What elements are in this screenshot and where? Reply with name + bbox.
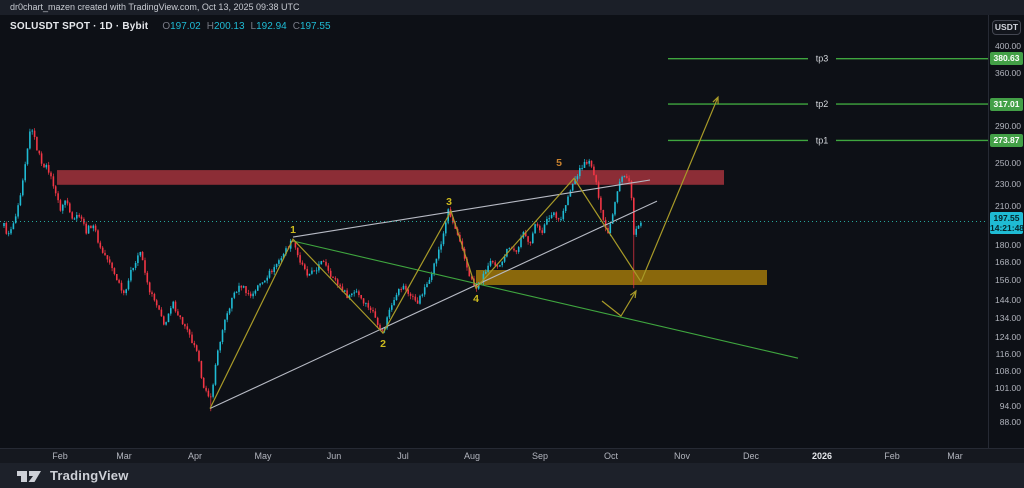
price-tick-label: 94.00	[999, 400, 1021, 411]
elliott-wave-zigzag[interactable]	[209, 177, 642, 409]
ohlc-values: O197.02 H200.13 L192.94 C197.55	[156, 21, 330, 32]
price-tick-label: 116.00	[995, 348, 1021, 359]
target-price-axis-label: 273.87	[990, 133, 1023, 147]
price-axis[interactable]: USDT 400.00 360.00 290.00 250.00 230.00 210.0…	[988, 15, 1024, 448]
time-axis-label: Dec	[742, 451, 759, 461]
target-line-tp2[interactable]: tp2	[668, 99, 988, 109]
price-tick-label: 400.00	[995, 41, 1021, 52]
ohlc-label: O	[162, 21, 171, 32]
time-axis-label: 2026	[811, 451, 833, 461]
time-axis-label: Jun	[326, 451, 342, 461]
time-axis-label: May	[254, 451, 272, 461]
ohlc-value: 200.13	[213, 21, 245, 32]
ohlc-value: 192.94	[256, 21, 287, 32]
time-axis-label: Mar	[116, 451, 132, 461]
time-axis-label: Oct	[603, 451, 618, 461]
price-tick-label: 180.00	[995, 239, 1021, 250]
price-tick-label: 124.00	[995, 332, 1021, 343]
svg-text:tp3: tp3	[816, 54, 829, 64]
ohlc-value: 197.55	[299, 21, 331, 32]
price-tick-label: 230.00	[995, 178, 1021, 189]
wave-label-3[interactable]: 3	[446, 196, 452, 208]
time-axis-label: Nov	[673, 451, 690, 461]
time-axis-label: Jul	[397, 451, 409, 461]
time-axis-label: Feb	[52, 451, 68, 461]
last-price-countdown: 14:21:48	[990, 222, 1024, 233]
ohlc-label: L	[250, 21, 257, 32]
target-price-axis-label: 317.01	[990, 97, 1023, 111]
price-tick-label: 156.00	[995, 275, 1021, 286]
price-tick-label: 108.00	[995, 366, 1021, 377]
wave-label-2[interactable]: 2	[380, 338, 386, 350]
time-axis-label: Mar	[947, 451, 963, 461]
price-tick-label: 210.00	[995, 201, 1021, 212]
time-axis-label: Aug	[463, 451, 480, 461]
symbol-legend[interactable]: SOLUSDT SPOT · 1D · Bybit O197.02 H200.13 L…	[10, 21, 331, 32]
time-axis-label: Feb	[884, 451, 900, 461]
price-tick-label: 168.00	[995, 256, 1021, 267]
green-support-trendline[interactable]	[292, 240, 799, 359]
price-tick-label: 290.00	[995, 121, 1021, 132]
ohlc-label: C	[292, 21, 300, 32]
time-axis-label: Apr	[187, 451, 202, 461]
price-chart-canvas[interactable]: tp1 tp2 tp3 1 2 3 4 5	[0, 15, 988, 448]
wave-label-4[interactable]: 4	[473, 293, 479, 305]
time-axis-label: Sep	[531, 451, 548, 461]
ohlc-label: H	[206, 21, 214, 32]
projection-arrow[interactable]	[640, 95, 719, 282]
watermark-bar: dr0chart_mazen created with TradingView.…	[0, 0, 1024, 15]
tradingview-logo-icon[interactable]	[16, 467, 42, 485]
bounce-arrow[interactable]	[601, 289, 637, 317]
ohlc-value: 197.02	[170, 21, 201, 32]
currency-toggle-button[interactable]: USDT	[992, 20, 1021, 35]
chart-pane[interactable]: tp1 tp2 tp3 1 2 3 4 5 SOLUSDT SPOT · 1D · Bybit…	[0, 15, 988, 448]
price-tick-label: 88.00	[999, 417, 1021, 428]
symbol-title[interactable]: SOLUSDT SPOT · 1D · Bybit	[10, 21, 149, 32]
lower-white-trendline[interactable]	[209, 200, 658, 409]
upper-white-trendline[interactable]	[292, 179, 651, 238]
price-tick-label: 134.00	[995, 312, 1021, 323]
price-tick-label: 250.00	[995, 158, 1021, 169]
svg-text:tp2: tp2	[816, 99, 829, 109]
zone-resistance[interactable]	[57, 170, 724, 185]
time-axis[interactable]: Feb Mar Apr May Jun Jul Aug Sep Oct Nov Dec 2026 Feb…	[0, 448, 1024, 463]
target-line-tp3[interactable]: tp3	[668, 54, 988, 64]
wave-label-5[interactable]: 5	[556, 157, 562, 169]
price-tick-label: 360.00	[995, 67, 1021, 78]
target-line-tp1[interactable]: tp1	[668, 135, 988, 145]
last-price-value: 197.55	[993, 212, 1020, 223]
watermark-text: dr0chart_mazen created with TradingView.…	[10, 2, 300, 12]
svg-text:tp1: tp1	[816, 135, 829, 145]
target-price-axis-label: 380.63	[990, 52, 1023, 66]
price-tick-label: 144.00	[995, 294, 1021, 305]
price-tick-label: 101.00	[995, 383, 1021, 394]
tradingview-brand-text[interactable]: TradingView	[50, 468, 129, 483]
zone-support[interactable]	[476, 270, 767, 285]
footer-bar: TradingView	[0, 463, 1024, 488]
wave-label-1[interactable]: 1	[290, 224, 296, 236]
last-price-axis-label: 197.55 14:21:48	[990, 211, 1024, 234]
